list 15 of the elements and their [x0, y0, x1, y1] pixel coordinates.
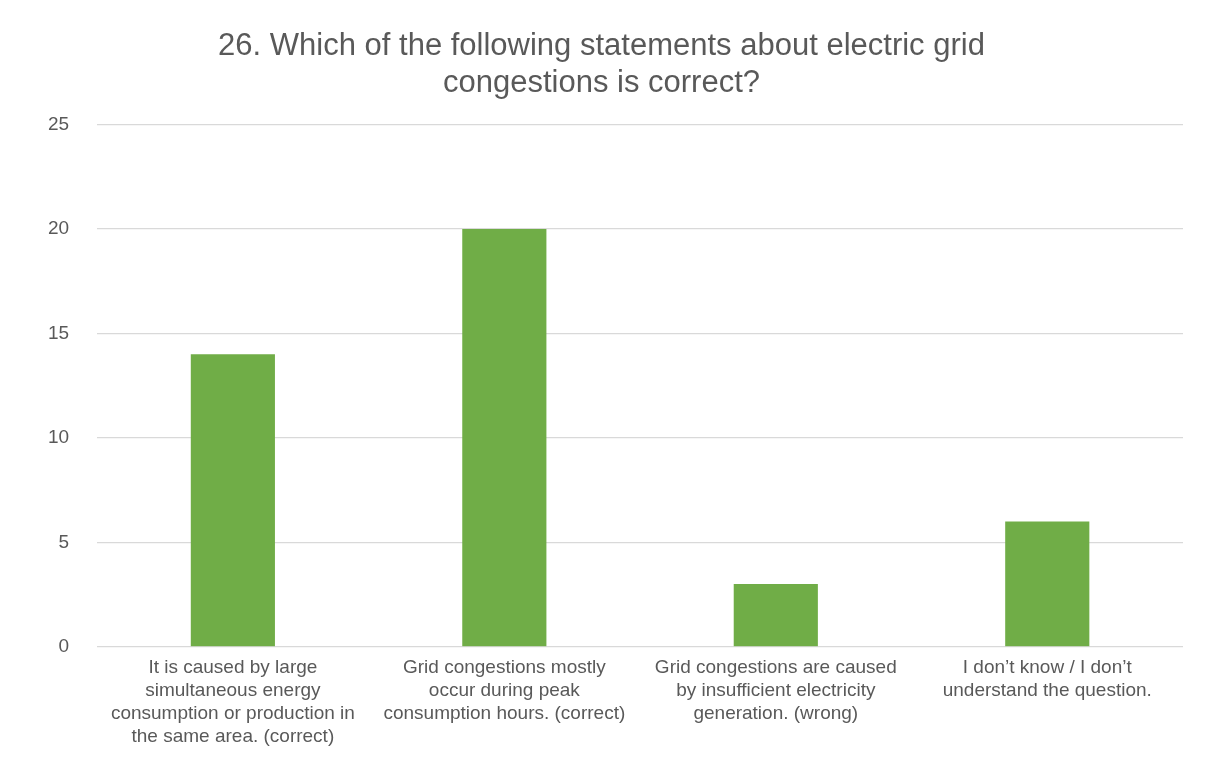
x-tick-label: I don’t know / I don’t understand the question. — [942, 656, 1152, 701]
y-tick-label: 10 — [47, 426, 70, 448]
y-tick-label: 20 — [47, 217, 70, 239]
y-tick-label: 0 — [58, 635, 70, 657]
x-tick-label: Grid congestions mostly occur during peak consumption hours. (correct) — [383, 656, 626, 724]
bar — [733, 584, 818, 647]
x-tick-label: It is caused by large simultaneous energy consumption or production in the same area. (correct) — [110, 656, 355, 746]
x-tick-label: Grid congestions are caused by insufficient electricity generation. (wrong) — [654, 656, 897, 724]
bar — [190, 354, 275, 647]
y-tick-label: 15 — [47, 321, 70, 343]
bar — [1005, 521, 1090, 647]
bar — [462, 228, 547, 647]
y-tick-label: 25 — [47, 112, 70, 134]
chart-title: 26. Which of the following statements about electric grid congestions is correct? — [218, 27, 985, 100]
y-tick-label: 5 — [58, 530, 70, 552]
